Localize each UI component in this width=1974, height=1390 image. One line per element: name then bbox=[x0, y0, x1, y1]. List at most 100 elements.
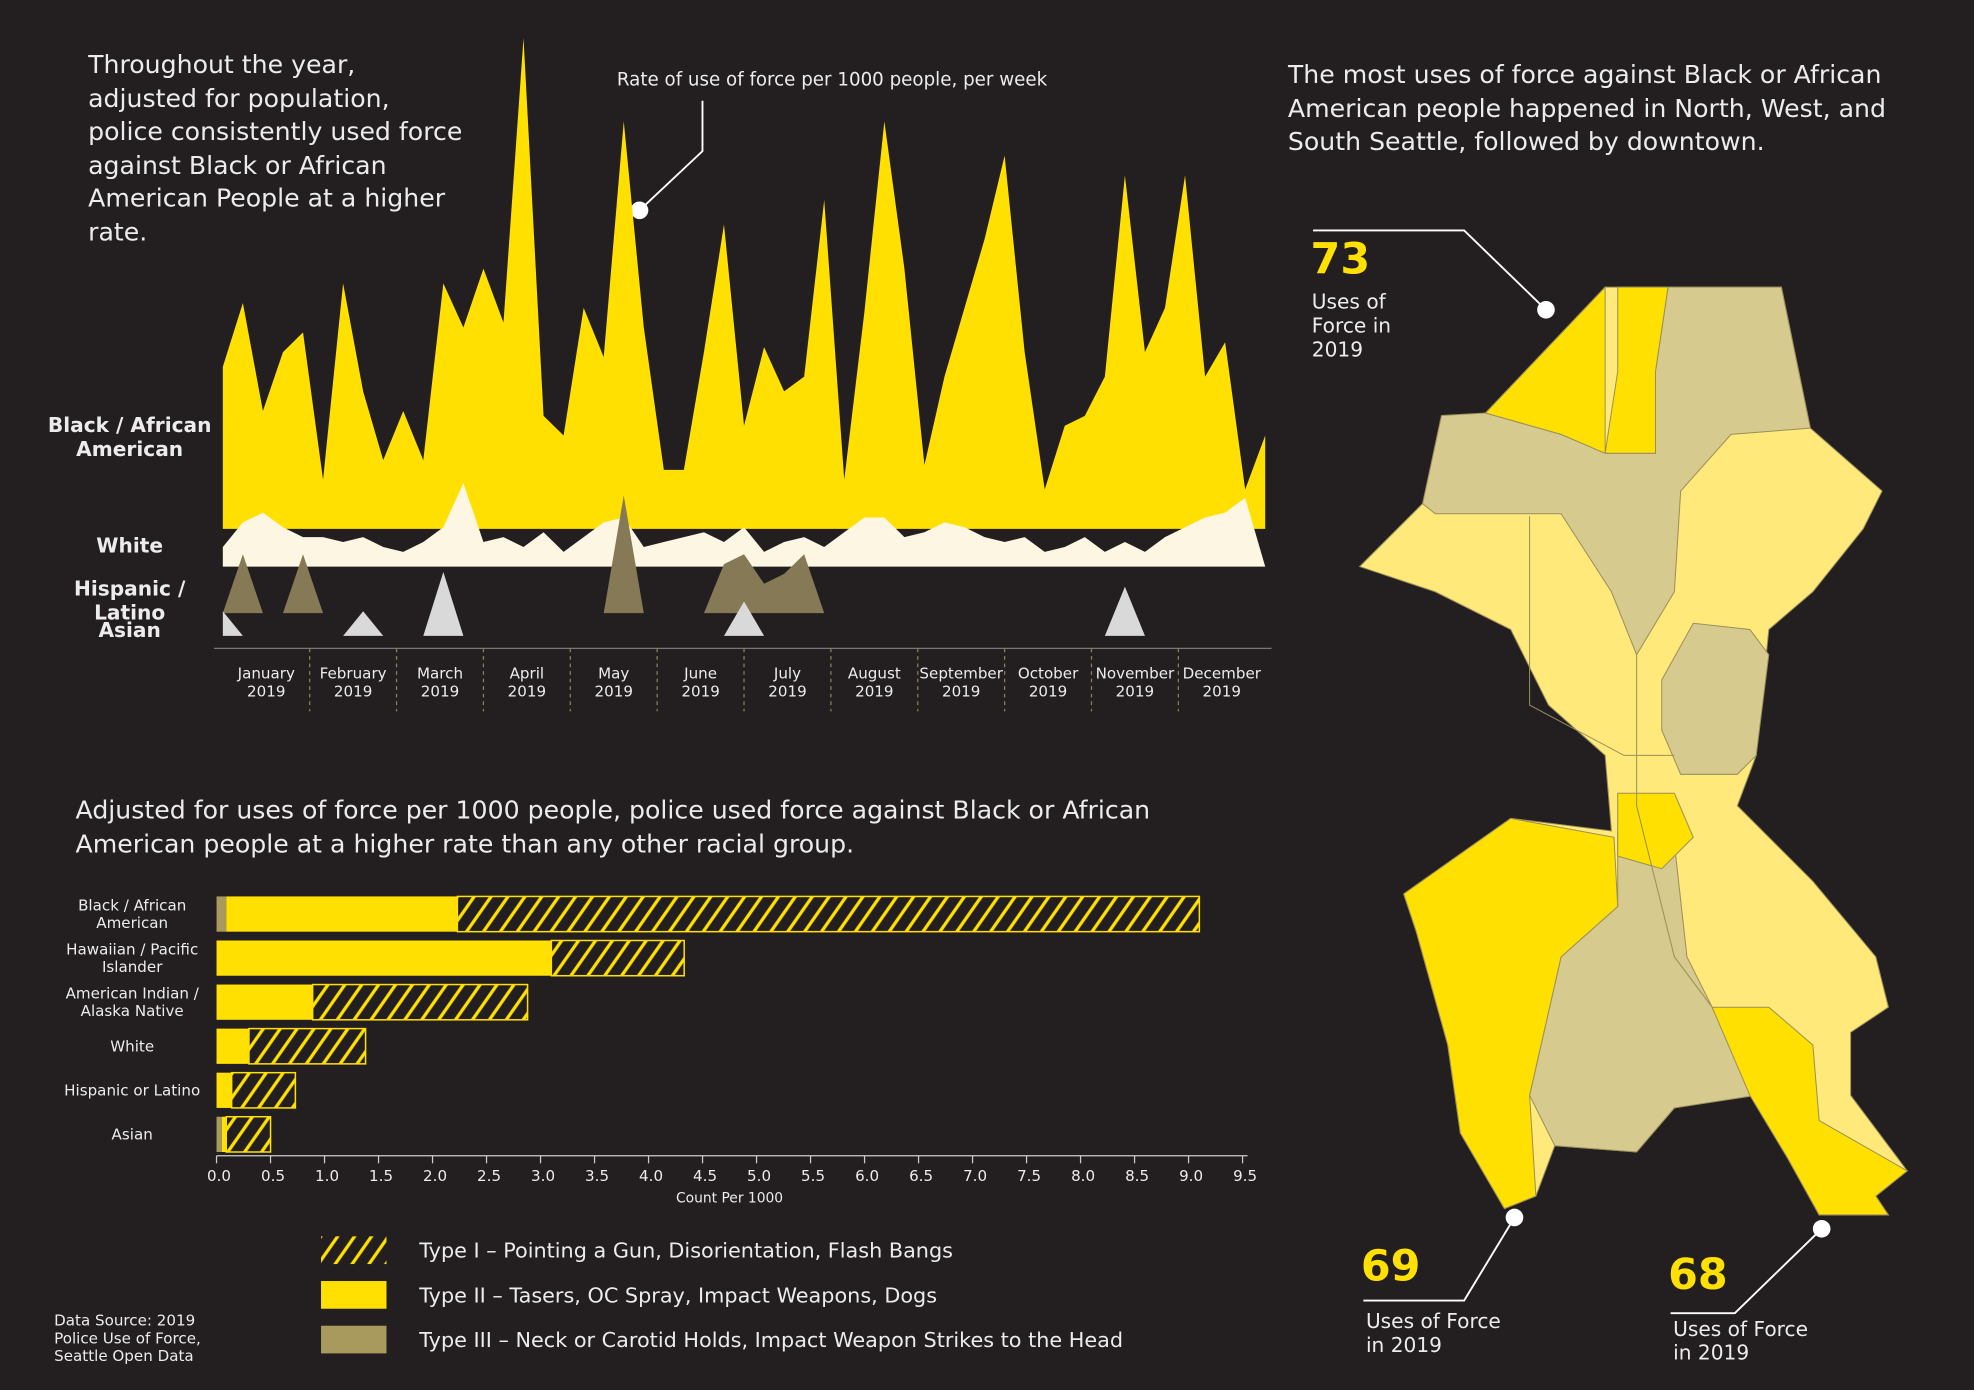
month-label: February 2019 bbox=[319, 664, 387, 701]
x-tick-label: 6.5 bbox=[909, 1167, 933, 1185]
bar-segment bbox=[550, 939, 685, 977]
bar-segment bbox=[216, 984, 313, 1020]
bar-segment bbox=[456, 895, 1201, 933]
series-label: Asian bbox=[98, 618, 161, 643]
area-title: Throughout the year, adjusted for popula… bbox=[88, 49, 463, 247]
series-label: Hispanic / Latino bbox=[74, 576, 186, 625]
callout-value: 68 bbox=[1668, 1250, 1728, 1301]
callout-label: Uses of Force in 2019 bbox=[1673, 1316, 1808, 1365]
month-label-box: October 2019 bbox=[1017, 664, 1079, 701]
category-label: Asian bbox=[111, 1125, 153, 1144]
series-label: Black / African American bbox=[47, 413, 212, 461]
series-label-box: Black / African American bbox=[47, 413, 212, 461]
callout-value: 69 bbox=[1360, 1241, 1421, 1292]
bar-segment bbox=[216, 1028, 249, 1064]
month-label-box: December 2019 bbox=[1182, 664, 1261, 701]
bar-segment bbox=[216, 1072, 232, 1108]
series-label-box: Asian bbox=[98, 618, 161, 643]
month-label: December 2019 bbox=[1182, 664, 1261, 701]
category-label: Hispanic or Latino bbox=[64, 1081, 201, 1100]
bar-segment bbox=[221, 1116, 227, 1152]
area-annotation: Rate of use of force per 1000 people, pe… bbox=[616, 70, 1048, 91]
x-tick-label: 9.5 bbox=[1233, 1167, 1257, 1185]
x-tick-label: 1.5 bbox=[369, 1167, 393, 1185]
category-label: American Indian / Alaska Native bbox=[65, 984, 199, 1020]
month-label: July 2019 bbox=[768, 664, 807, 701]
category-label-box: Asian bbox=[111, 1125, 153, 1144]
month-label: April 2019 bbox=[507, 664, 547, 701]
month-label: September 2019 bbox=[919, 664, 1003, 701]
series-label: White bbox=[96, 533, 164, 558]
map-title: The most uses of force against Black or … bbox=[1287, 59, 1887, 157]
bar-segment bbox=[216, 896, 227, 932]
callout-dots bbox=[630, 201, 1831, 1238]
month-label-box: November 2019 bbox=[1095, 664, 1175, 701]
category-label: White bbox=[110, 1037, 155, 1056]
legend-swatch bbox=[321, 1325, 387, 1354]
month-label-box: July 2019 bbox=[768, 664, 807, 701]
legend-swatch bbox=[321, 1236, 387, 1265]
legend-swatch bbox=[321, 1281, 387, 1309]
month-label-box: April 2019 bbox=[507, 664, 547, 701]
bar-segment bbox=[248, 1027, 367, 1065]
series-label-box: White bbox=[96, 533, 164, 558]
legend-label: Type I – Pointing a Gun, Disorientation,… bbox=[418, 1239, 953, 1263]
bar-segment bbox=[225, 1115, 272, 1153]
legend-label: Type III – Neck or Carotid Holds, Impact… bbox=[418, 1328, 1123, 1352]
callout-value: 73 bbox=[1310, 234, 1371, 285]
area-series bbox=[222, 37, 1266, 529]
month-label: March 2019 bbox=[416, 664, 464, 701]
data-source: Data Source: 2019 Police Use of Force, S… bbox=[54, 1311, 201, 1365]
month-label: November 2019 bbox=[1095, 664, 1175, 701]
seattle-map bbox=[1358, 285, 1909, 1216]
x-tick-label: 3.0 bbox=[531, 1167, 555, 1185]
callout-label: Uses of Force in 2019 bbox=[1311, 289, 1392, 362]
category-label-box: White bbox=[110, 1037, 155, 1056]
bar-segment bbox=[216, 940, 552, 976]
area-series bbox=[222, 495, 1266, 614]
month-label: October 2019 bbox=[1017, 664, 1079, 701]
x-axis-label: Count Per 1000 bbox=[676, 1190, 783, 1206]
x-tick-label: 1.0 bbox=[315, 1167, 339, 1185]
month-label-box: February 2019 bbox=[319, 664, 387, 701]
month-label-box: June 2019 bbox=[681, 665, 719, 700]
callout-label: Uses of Force in 2019 bbox=[1365, 1309, 1501, 1358]
bar-segment bbox=[216, 1116, 222, 1152]
month-label: January 2019 bbox=[237, 664, 295, 701]
legend-label: Type II – Tasers, OC Spray, Impact Weapo… bbox=[418, 1283, 937, 1307]
category-label: Black / African American bbox=[78, 896, 187, 932]
x-tick-label: 6.0 bbox=[855, 1167, 879, 1185]
month-label-box: September 2019 bbox=[919, 664, 1003, 701]
x-tick-label: 5.5 bbox=[801, 1167, 825, 1185]
x-tick-label: 9.0 bbox=[1179, 1167, 1203, 1185]
bar-segment bbox=[230, 1071, 297, 1109]
bar-title: Adjusted for uses of force per 1000 peop… bbox=[75, 794, 1151, 859]
x-tick-label: 7.5 bbox=[1017, 1167, 1041, 1185]
month-label: May 2019 bbox=[594, 664, 633, 701]
x-tick-label: 8.0 bbox=[1071, 1167, 1095, 1185]
category-label: Hawaiian / Pacific Islander bbox=[66, 940, 199, 976]
x-tick-label: 0.5 bbox=[261, 1167, 285, 1185]
x-tick-label: 2.5 bbox=[477, 1167, 501, 1185]
x-tick-label: 7.0 bbox=[963, 1167, 987, 1185]
x-tick-label: 2.0 bbox=[423, 1167, 447, 1185]
category-label-box: American Indian / Alaska Native bbox=[65, 984, 199, 1020]
month-label-box: August 2019 bbox=[847, 664, 901, 701]
x-tick-label: 5.0 bbox=[747, 1167, 771, 1185]
month-label-box: January 2019 bbox=[237, 664, 295, 701]
x-tick-label: 4.5 bbox=[693, 1167, 717, 1185]
area-series bbox=[222, 483, 1266, 567]
category-label-box: Hispanic or Latino bbox=[64, 1081, 201, 1100]
area-series bbox=[222, 572, 1266, 636]
month-label: August 2019 bbox=[847, 664, 901, 701]
month-label-box: May 2019 bbox=[594, 664, 633, 701]
bar-segment bbox=[311, 983, 529, 1021]
series-label-box: Hispanic / Latino bbox=[74, 576, 186, 625]
category-label-box: Black / African American bbox=[78, 896, 187, 932]
bar-segment bbox=[226, 896, 458, 932]
month-label-box: March 2019 bbox=[416, 664, 464, 701]
x-tick-label: 3.5 bbox=[585, 1167, 609, 1185]
x-tick-label: 4.0 bbox=[639, 1167, 663, 1185]
